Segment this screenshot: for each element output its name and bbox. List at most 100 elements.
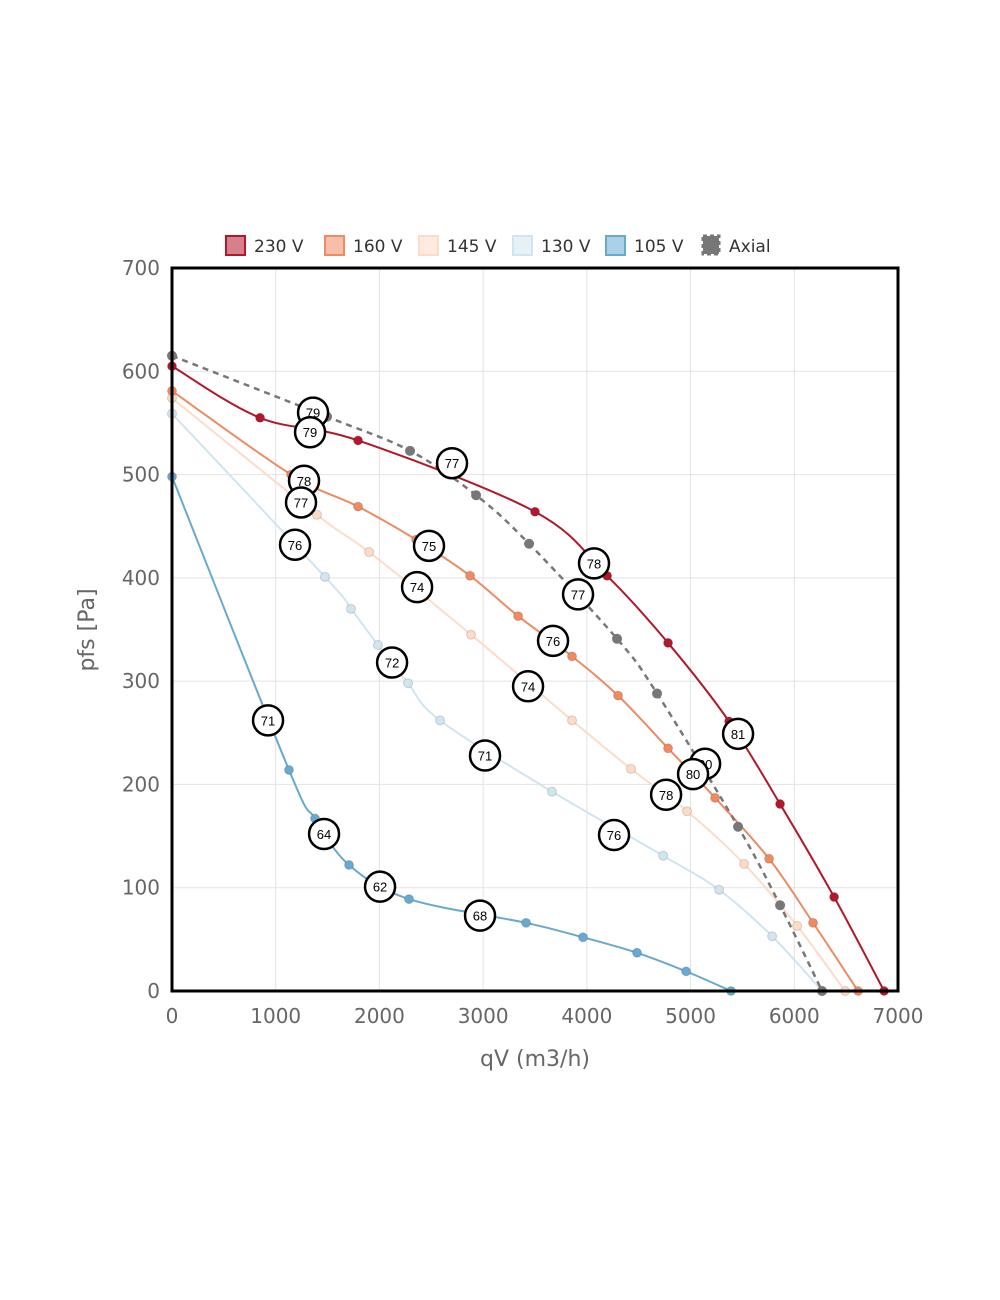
data-point-145v [311,509,322,520]
data-point-230v [829,892,840,903]
efficiency-label: 74 [511,670,545,703]
series-130v [167,408,828,996]
efficiency-label: 68 [463,899,497,932]
legend-label: 160 V [353,237,403,257]
legend-item-145v[interactable]: 145 V [418,235,497,257]
data-point-160v [613,690,624,701]
label-circle [649,778,683,812]
data-point-145v [682,806,693,817]
y-tick-label: 0 [147,979,160,1003]
y-axis-label: pfs [Pa] [75,588,100,671]
data-point-130v [319,571,330,582]
data-point-160v [663,743,674,754]
label-circle [251,704,285,737]
legend-item-105v[interactable]: 105 V [605,235,684,257]
legend[interactable]: 230 V 160 V 145 V 130 V 105 V Axial [225,234,771,257]
label-text: 78 [659,788,673,803]
data-point-axial [733,821,744,832]
legend-swatch [701,234,721,256]
label-circle [511,670,545,703]
legend-swatch [324,235,345,256]
label-text: 68 [473,909,487,924]
efficiency-label: 71 [251,704,285,737]
series-105v [167,471,737,996]
data-point-axial [405,445,416,456]
data-point-160v [764,853,775,864]
legend-item-160v[interactable]: 160 V [324,235,403,257]
y-tick-label: 100 [122,876,160,900]
efficiency-label: 77 [435,446,469,480]
series-160v [167,385,864,996]
x-tick-label: 4000 [561,1004,612,1028]
data-point-130v [372,639,383,650]
data-point-130v [403,678,414,689]
label-circle [435,446,469,480]
legend-swatch [225,235,246,256]
series-line-145v [171,397,846,992]
series-line-axial [171,354,824,992]
label-circle [412,529,446,563]
x-tick-label: 6000 [769,1004,820,1028]
label-circle [375,646,409,679]
label-circle [577,547,611,580]
label-text: 80 [686,767,700,782]
data-point-160v [465,570,476,581]
efficiency-label: 80 [676,757,710,791]
data-point-160v [808,917,819,928]
efficiency-label: 74 [400,570,434,604]
data-point-130v [547,786,558,797]
data-point-230v [775,799,786,810]
label-text: 62 [373,880,387,895]
legend-label: 230 V [254,237,304,257]
data-point-230v [353,435,364,446]
data-point-105v [403,894,414,905]
data-point-145v [466,629,477,640]
label-text: 77 [571,587,585,602]
efficiency-label: 77 [284,486,318,519]
efficiency-label: 71 [468,739,502,772]
legend-label: Axial [729,237,771,257]
data-point-130v [714,884,725,895]
series-line-105v [171,476,732,992]
data-point-145v [364,547,375,558]
efficiency-label: 77 [561,578,595,611]
x-tick-label: 1000 [250,1004,301,1028]
data-point-145v [792,920,803,931]
label-circle [307,817,341,851]
data-point-160v [513,611,524,622]
series-line-130v [171,412,823,992]
data-point-145v [626,763,637,774]
data-point-axial [471,490,482,501]
efficiency-label: 76 [597,818,631,852]
grid [171,267,899,992]
label-text: 78 [297,474,311,489]
efficiency-label: 78 [577,547,611,580]
data-point-130v [346,603,357,614]
label-circle [293,415,327,449]
legend-item-axial[interactable]: Axial [701,234,771,257]
series-145v [167,393,851,996]
data-point-105v [521,917,532,928]
data-point-axial [775,900,786,911]
data-point-axial [524,538,535,549]
legend-item-130v[interactable]: 130 V [512,235,591,257]
data-point-105v [681,966,692,977]
data-point-105v [344,859,355,870]
legend-label: 145 V [447,237,497,257]
y-tick-label: 700 [122,256,160,280]
label-circle [400,570,434,604]
label-text: 71 [478,749,492,764]
label-text: 64 [317,827,331,842]
label-text: 79 [303,425,317,440]
label-text: 71 [261,713,275,728]
y-tick-label: 200 [122,772,160,796]
annotations: 7979787776777574727877767471718180807876… [251,396,755,932]
label-text: 81 [731,727,745,742]
x-axis-label: qV (m3/h) [480,1047,590,1072]
data-point-130v [434,715,445,726]
legend-item-230v[interactable]: 230 V [225,235,304,257]
data-point-axial [612,633,623,644]
efficiency-label: 75 [412,529,446,563]
legend-swatch [512,235,533,256]
